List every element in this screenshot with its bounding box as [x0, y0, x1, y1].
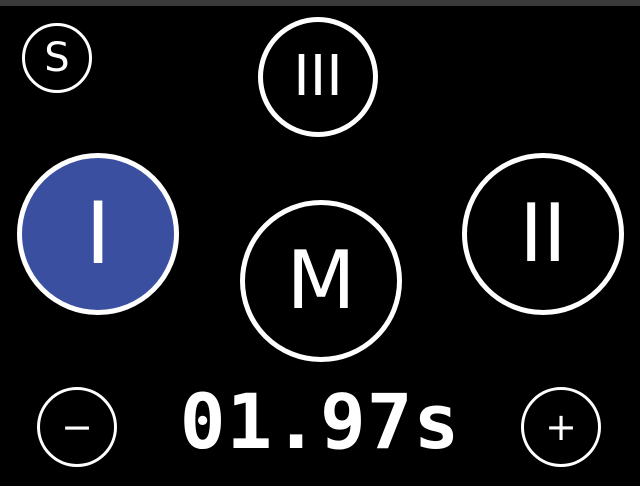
minus-icon: −: [61, 405, 93, 449]
window-top-bar: [0, 0, 640, 6]
m-button-label: M: [286, 234, 356, 327]
s-button-label: S: [44, 35, 70, 81]
iii-button-label: III: [293, 44, 343, 109]
i-button-label: I: [85, 184, 111, 284]
s-button[interactable]: S: [22, 23, 92, 93]
m-button[interactable]: M: [240, 200, 402, 362]
i-button[interactable]: I: [17, 153, 179, 315]
decrease-button[interactable]: −: [37, 387, 117, 467]
timer-display: 01.97s: [179, 376, 461, 466]
plus-icon: +: [545, 405, 577, 449]
ii-button-label: II: [519, 187, 567, 280]
iii-button[interactable]: III: [258, 17, 378, 137]
increase-button[interactable]: +: [521, 387, 601, 467]
ii-button[interactable]: II: [462, 153, 624, 315]
